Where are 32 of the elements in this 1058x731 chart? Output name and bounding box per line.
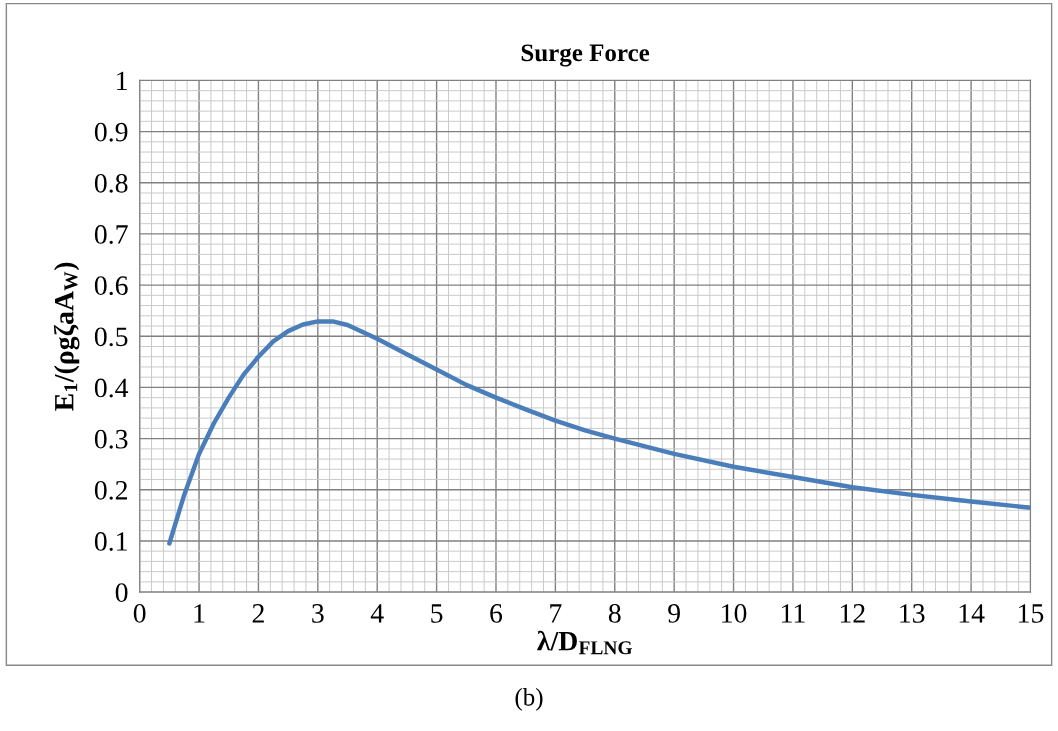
x-tick-label: 7 bbox=[550, 604, 562, 623]
x-tick-label: 15 bbox=[1019, 604, 1044, 623]
x-tick-label: 5 bbox=[431, 604, 443, 623]
x-tick-label: 1 bbox=[194, 604, 205, 623]
y-tick-label: 0.9 bbox=[94, 122, 128, 142]
y-tick-label: 0.4 bbox=[94, 378, 129, 398]
x-tick-label: 6 bbox=[490, 604, 503, 623]
y-tick-label: 0.6 bbox=[94, 276, 128, 296]
x-tick-label: 3 bbox=[312, 604, 324, 623]
text: (b) bbox=[515, 688, 543, 711]
y-tick-label: 0.2 bbox=[94, 480, 128, 500]
x-tick-label: 14 bbox=[959, 604, 985, 623]
y-tick-label: 0.5 bbox=[94, 327, 128, 347]
y-tick-label: 1 bbox=[117, 71, 127, 91]
x-tick-label: 10 bbox=[722, 604, 747, 623]
x-tick-label: 13 bbox=[900, 604, 925, 623]
x-tick-label: 2 bbox=[252, 604, 264, 623]
y-tick-label: 0.3 bbox=[94, 429, 128, 449]
x-tick-label: 11 bbox=[782, 604, 805, 623]
x-tick-label: 12 bbox=[840, 604, 865, 623]
x-axis-title: λ/D$_{FLNG}$ bbox=[537, 630, 633, 655]
x-tick-label: 8 bbox=[608, 604, 621, 623]
x-tick-label: 4 bbox=[370, 604, 384, 623]
y-tick-label: 0.7 bbox=[94, 225, 128, 244]
line-series bbox=[167, 319, 1031, 546]
y-tick-label: 0 bbox=[115, 583, 128, 603]
x-tick-label: 0 bbox=[133, 604, 146, 623]
y-tick-label: 0.1 bbox=[94, 532, 127, 551]
x-tick-label: 9 bbox=[668, 604, 680, 623]
y-axis-title: E$_{1}$/(ρgζaA$_{W}$) bbox=[53, 262, 80, 411]
chart-title: Surge Force bbox=[521, 44, 650, 67]
y-tick-label: 0.8 bbox=[94, 173, 128, 193]
